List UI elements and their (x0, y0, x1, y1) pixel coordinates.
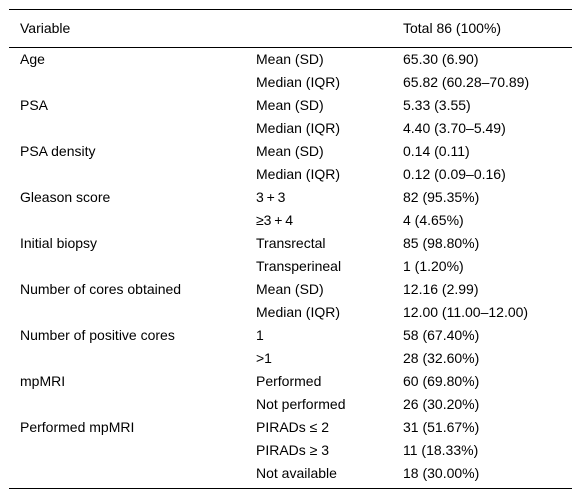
demographics-table: Variable Total 86 (100%) Age Mean (SD) 65.… (9, 9, 572, 489)
cell-variable (9, 439, 245, 462)
table-row: Median (IQR) 0.12 (0.09–0.16) (9, 163, 572, 186)
cell-value: 26 (30.20%) (403, 396, 480, 412)
cell-statistic: Not available (245, 462, 392, 489)
cell-value: 31 (51.67%) (403, 419, 480, 435)
cell-variable (9, 163, 245, 186)
cell-value: 82 (95.35%) (403, 189, 480, 205)
cell-value: 60 (69.80%) (403, 373, 480, 389)
cell-variable: Number of positive cores (20, 327, 175, 343)
table-row: mpMRI Performed 60 (69.80%) (9, 370, 572, 393)
header-group (245, 9, 392, 48)
table-row: Number of cores obtained Mean (SD) 12.16 (… (9, 278, 572, 301)
cell-variable (9, 117, 245, 140)
cell-statistic: >1 (256, 350, 272, 366)
cell-value: 1 (1.20%) (403, 258, 464, 274)
cell-statistic: Mean (SD) (256, 97, 324, 113)
cell-variable (9, 71, 245, 94)
cell-value: 11 (18.33%) (403, 442, 479, 458)
cell-statistic: PIRADs ≤ 2 (256, 419, 330, 435)
cell-variable: Age (20, 51, 45, 67)
cell-variable: Initial biopsy (20, 235, 98, 251)
cell-value: 0.12 (0.09–0.16) (403, 166, 506, 182)
header-total: Total 86 (100%) (392, 9, 572, 48)
cell-value: 58 (67.40%) (403, 327, 480, 343)
cell-variable: PSA (20, 97, 49, 113)
cell-value: 12.16 (2.99) (403, 281, 479, 297)
cell-value: 0.14 (0.11) (403, 143, 470, 159)
cell-statistic: 1 (256, 327, 264, 343)
cell-variable: PSA density (20, 143, 96, 159)
cell-statistic: Performed (256, 373, 322, 389)
cell-value: 18 (30.00%) (392, 462, 572, 489)
cell-statistic: 3 + 3 (256, 189, 286, 205)
table-row: Number of positive cores 1 58 (67.40%) (9, 324, 572, 347)
table-body: Age Mean (SD) 65.30 (6.90) Median (IQR) 65.8… (9, 48, 572, 489)
cell-value: 65.30 (6.90) (403, 51, 479, 67)
cell-value: 4.40 (3.70–5.49) (403, 120, 506, 136)
cell-statistic: Mean (SD) (256, 51, 324, 67)
table-header: Variable Total 86 (100%) (9, 9, 572, 48)
cell-variable (9, 301, 245, 324)
table-row: PIRADs ≥ 3 11 (18.33%) (9, 439, 572, 462)
table-row: Gleason score 3 + 3 82 (95.35%) (9, 186, 572, 209)
header-row: Variable Total 86 (100%) (9, 9, 572, 48)
table-row: Not available 18 (30.00%) (9, 462, 572, 489)
table-row: PSA Mean (SD) 5.33 (3.55) (9, 94, 572, 117)
header-variable: Variable (9, 9, 245, 48)
cell-value: 12.00 (11.00–12.00) (403, 304, 529, 320)
cell-variable: Number of cores obtained (20, 281, 182, 297)
cell-variable: Performed mpMRI (20, 419, 135, 435)
cell-variable (9, 209, 245, 232)
cell-statistic: Median (IQR) (256, 304, 341, 320)
cell-value: 4 (4.65%) (403, 212, 464, 228)
cell-statistic: ≥3 + 4 (256, 212, 294, 228)
table-row: >1 28 (32.60%) (9, 347, 572, 370)
table-row: PSA density Mean (SD) 0.14 (0.11) (9, 140, 572, 163)
table-row: Median (IQR) 65.82 (60.28–70.89) (9, 71, 572, 94)
table-row: Transperineal 1 (1.20%) (9, 255, 572, 278)
table-row: ≥3 + 4 4 (4.65%) (9, 209, 572, 232)
cell-variable (9, 462, 245, 489)
table-row: Median (IQR) 4.40 (3.70–5.49) (9, 117, 572, 140)
table-row: Not performed 26 (30.20%) (9, 393, 572, 416)
cell-variable: Gleason score (20, 189, 111, 205)
cell-variable (9, 347, 245, 370)
cell-statistic: Transperineal (256, 258, 342, 274)
table-row: Median (IQR) 12.00 (11.00–12.00) (9, 301, 572, 324)
table-row: Initial biopsy Transrectal 85 (98.80%) (9, 232, 572, 255)
cell-statistic: Median (IQR) (256, 166, 341, 182)
cell-statistic: Median (IQR) (256, 74, 341, 90)
cell-value: 65.82 (60.28–70.89) (403, 74, 530, 90)
cell-value: 85 (98.80%) (403, 235, 480, 251)
cell-value: 28 (32.60%) (403, 350, 480, 366)
table-row: Age Mean (SD) 65.30 (6.90) (9, 48, 572, 72)
cell-variable: mpMRI (20, 373, 66, 389)
cell-statistic: PIRADs ≥ 3 (256, 442, 330, 458)
cell-statistic: Median (IQR) (256, 120, 341, 136)
cell-statistic: Transrectal (256, 235, 326, 251)
cell-statistic: Mean (SD) (256, 281, 324, 297)
cell-variable (9, 393, 245, 416)
cell-statistic: Mean (SD) (256, 143, 324, 159)
cell-statistic: Not performed (256, 396, 346, 412)
cell-variable (9, 255, 245, 278)
table-row: Performed mpMRI PIRADs ≤ 2 31 (51.67%) (9, 416, 572, 439)
cell-value: 5.33 (3.55) (403, 97, 471, 113)
